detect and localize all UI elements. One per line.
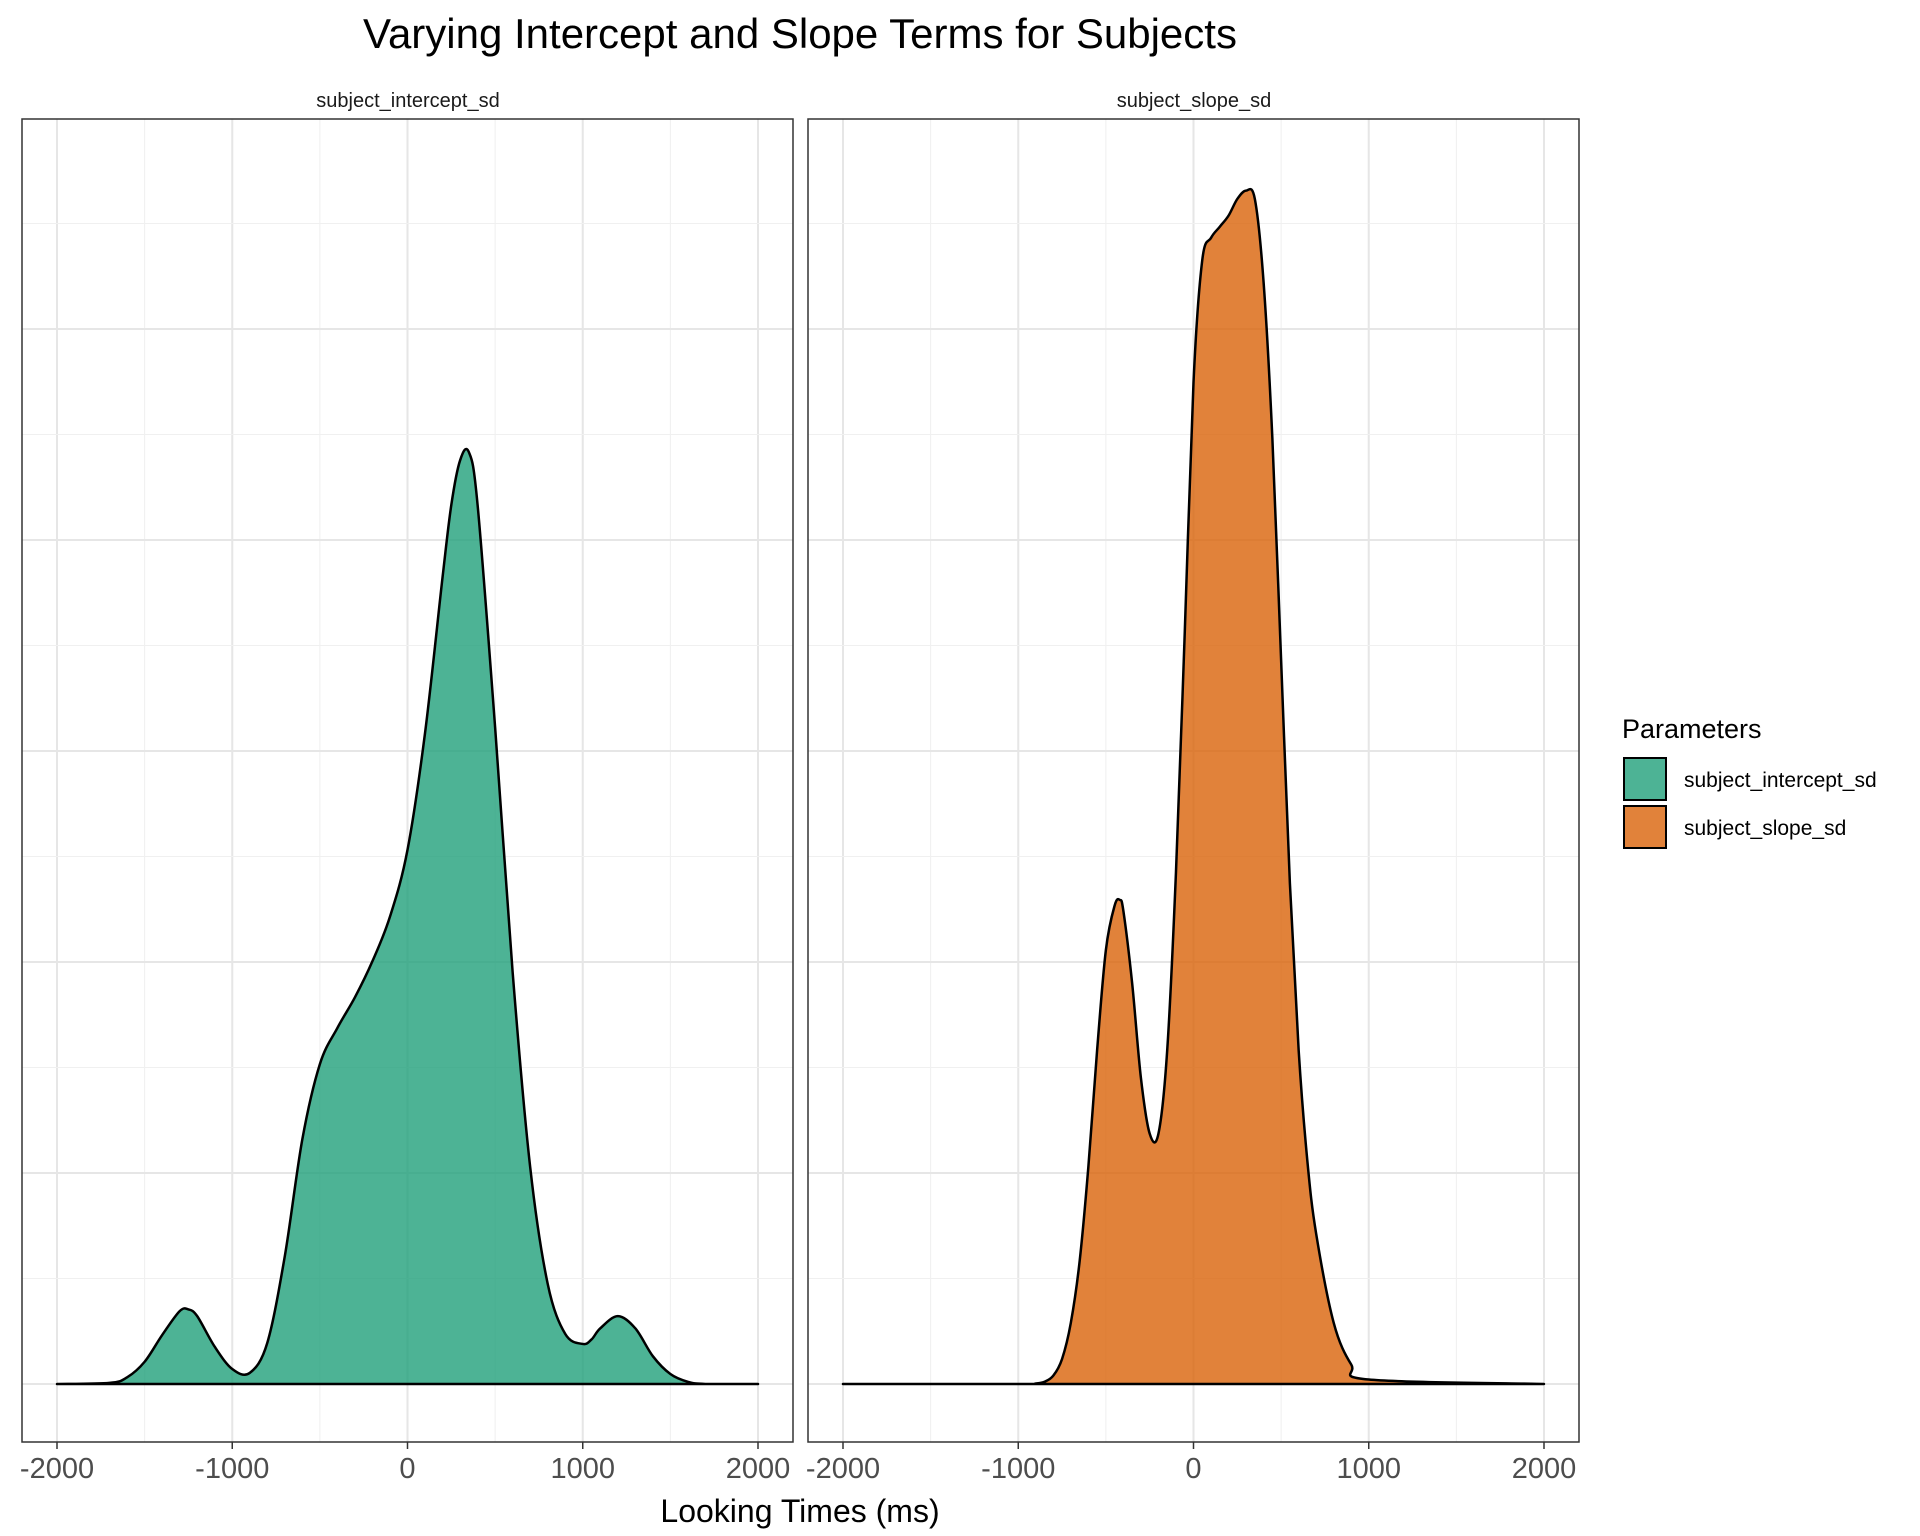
x-tick-label: -1000 <box>195 1453 269 1485</box>
legend-swatch-slope <box>1623 805 1667 849</box>
x-tick-label: 0 <box>1185 1453 1201 1485</box>
panel-subject-intercept: subject_intercept_sd -2000 -1000 0 1000 2000 <box>20 90 794 1485</box>
x-tick-label: 1000 <box>1336 1453 1401 1485</box>
x-tick-labels: -2000 -1000 0 1000 2000 <box>806 1442 1576 1485</box>
panel-subject-slope: subject_slope_sd -2000 -1000 0 1000 2000 <box>806 90 1580 1485</box>
legend-label-intercept: subject_intercept_sd <box>1684 769 1877 792</box>
x-tick-label: 1000 <box>550 1453 615 1485</box>
strip-label-intercept: subject_intercept_sd <box>316 90 499 112</box>
legend-item-slope: subject_slope_sd <box>1623 805 1846 849</box>
legend: Parameters subject_intercept_sd subject_… <box>1622 714 1877 849</box>
density-area-intercept <box>55 447 760 1386</box>
x-tick-label: 2000 <box>726 1453 791 1485</box>
x-tick-label: -1000 <box>981 1453 1055 1485</box>
strip-label-slope: subject_slope_sd <box>1117 90 1272 112</box>
x-tick-label: 2000 <box>1512 1453 1577 1485</box>
legend-swatch-intercept <box>1623 757 1667 801</box>
chart-title: Varying Intercept and Slope Terms for Su… <box>363 10 1237 57</box>
x-axis-label: Looking Times (ms) <box>660 1493 939 1529</box>
x-tick-labels: -2000 -1000 0 1000 2000 <box>20 1442 790 1485</box>
x-tick-label: 0 <box>399 1453 415 1485</box>
x-tick-label: -2000 <box>806 1453 880 1485</box>
x-tick-label: -2000 <box>20 1453 94 1485</box>
density-area-slope <box>841 187 1546 1386</box>
legend-label-slope: subject_slope_sd <box>1684 817 1846 840</box>
legend-item-intercept: subject_intercept_sd <box>1623 757 1877 801</box>
legend-title: Parameters <box>1622 714 1762 744</box>
